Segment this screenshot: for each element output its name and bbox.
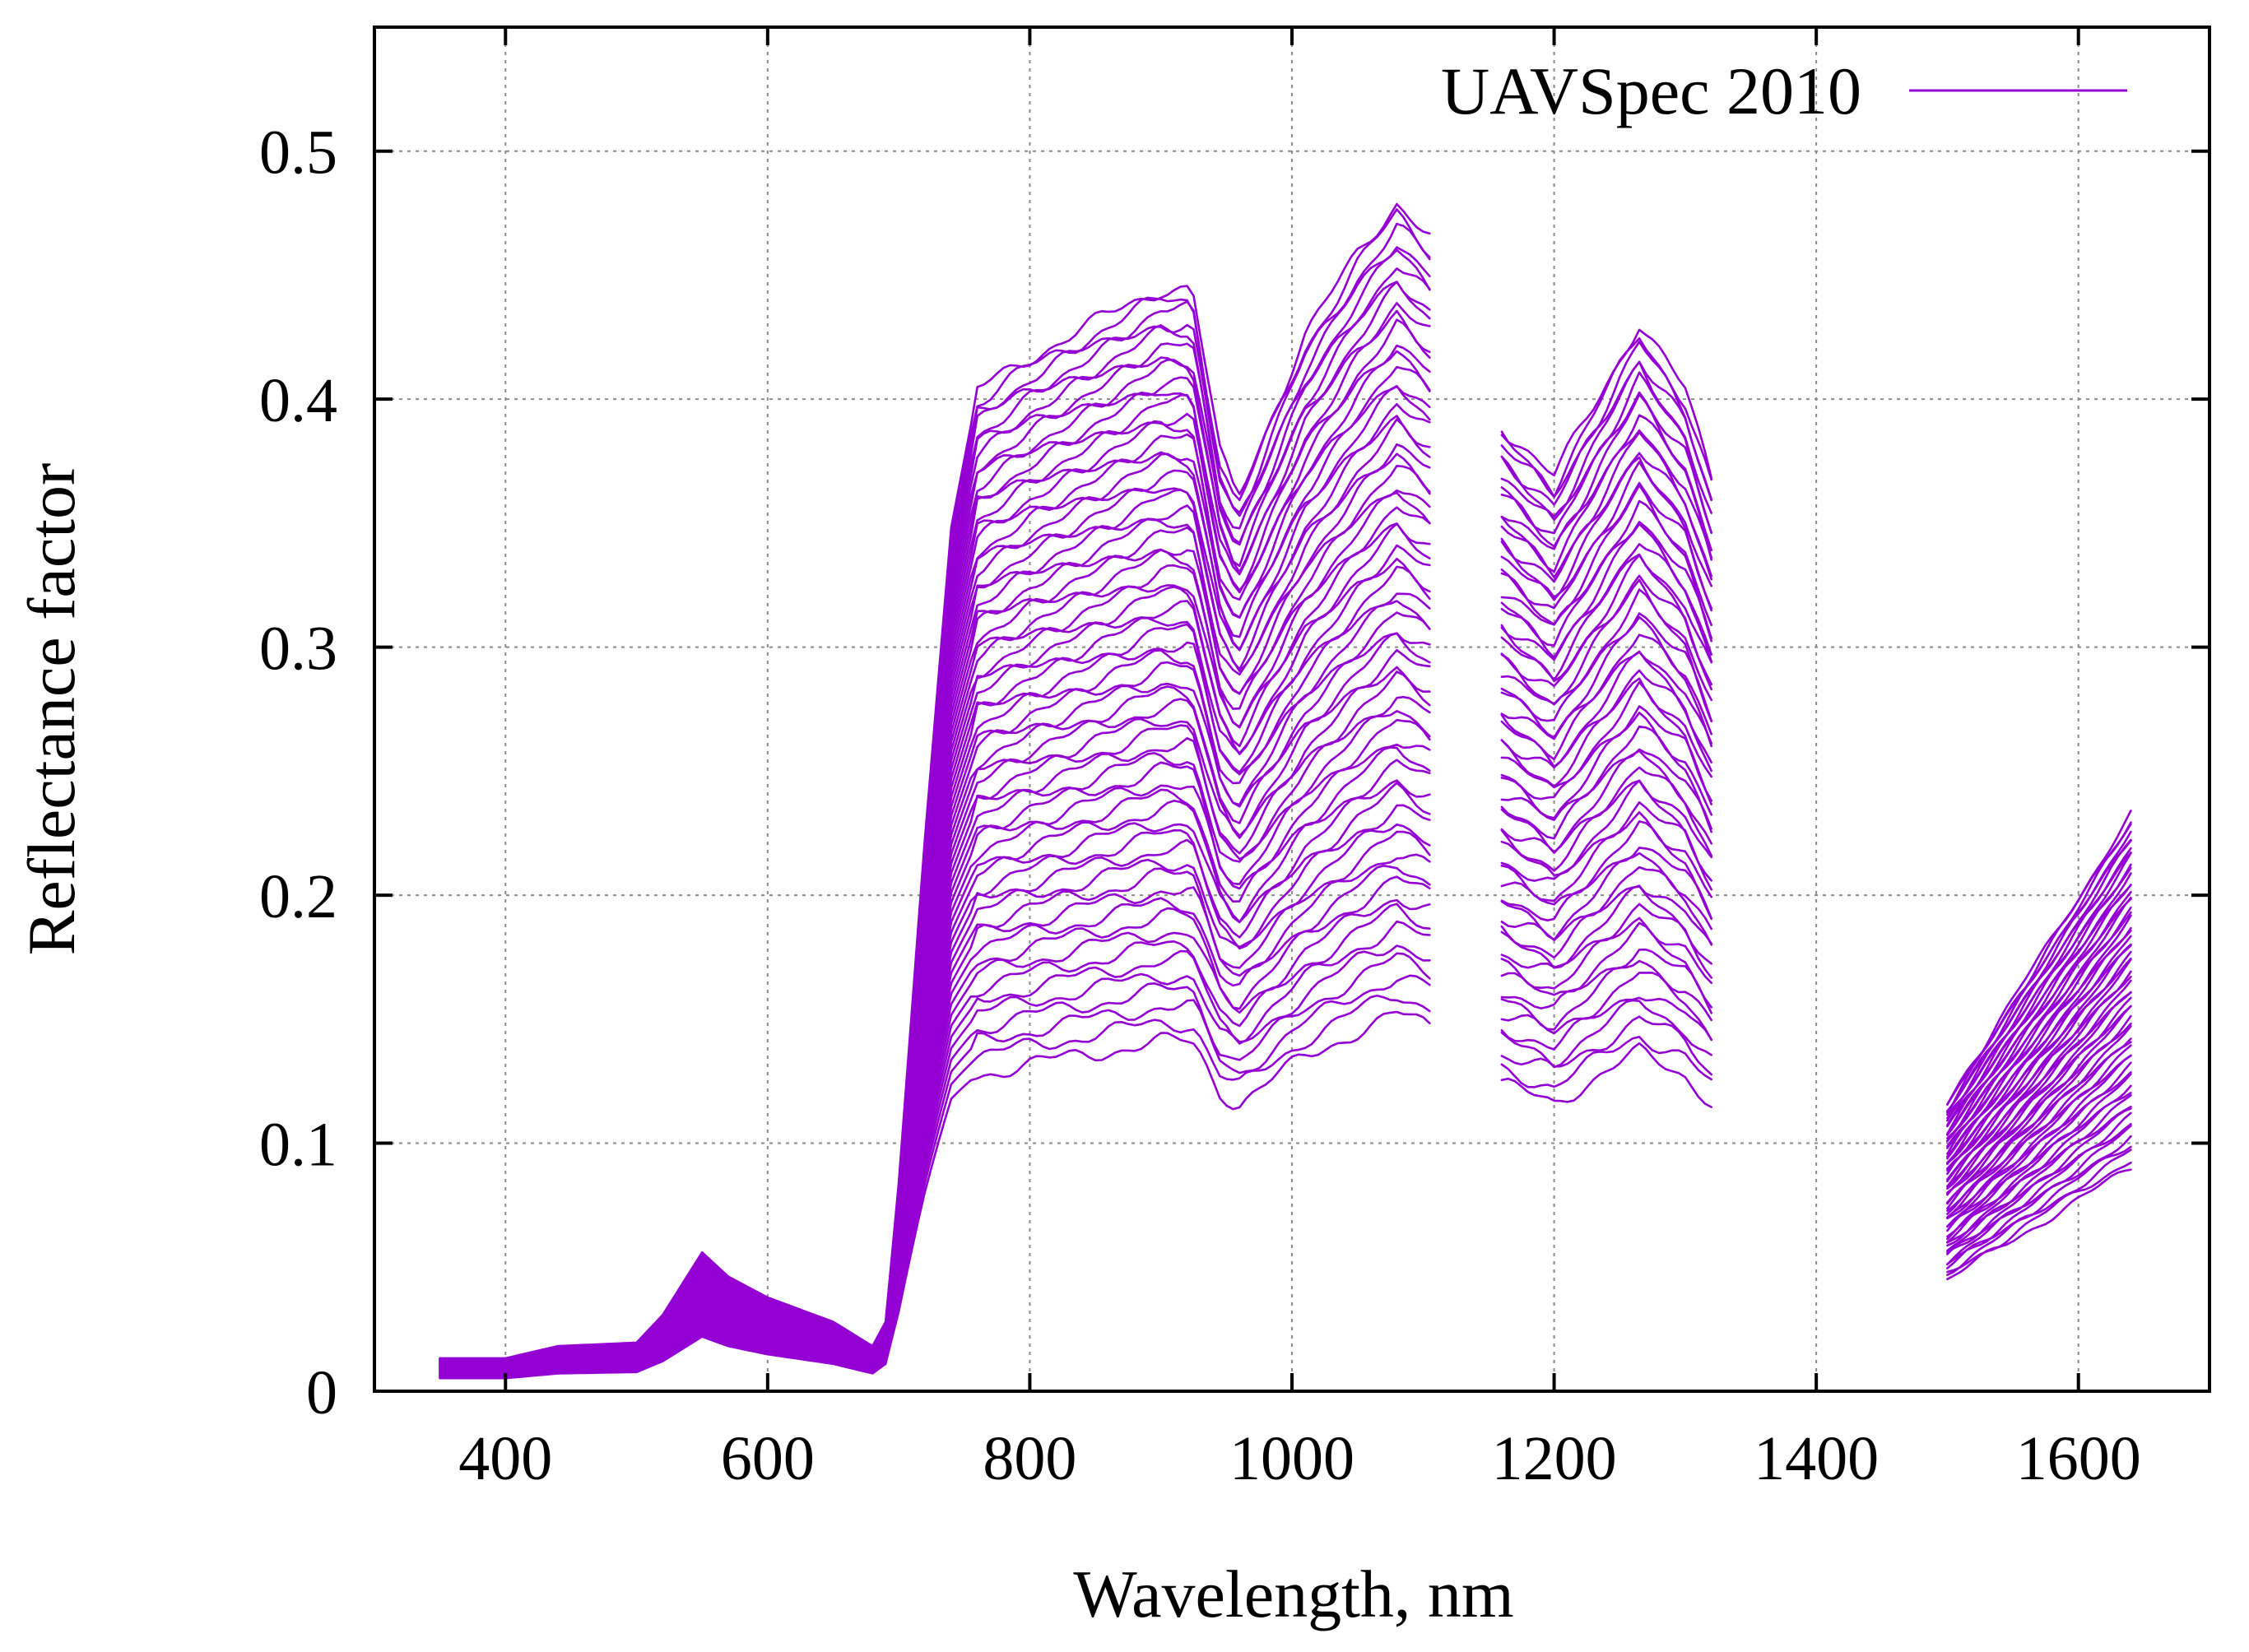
spectrum-line (1500, 1042, 1712, 1108)
y-tick-label: 0.1 (259, 1111, 337, 1180)
spectrum-line (1500, 959, 1712, 1031)
spectrum-line (1500, 1015, 1712, 1076)
spectrum-line (1500, 996, 1712, 1051)
spectrum-line (1500, 749, 1712, 854)
spectrum-line (1500, 484, 1712, 627)
spectrum-line (1946, 884, 2132, 1135)
spectrum-line (1946, 1149, 2132, 1276)
x-tick-label: 1000 (1229, 1424, 1355, 1493)
spectrum-line (1500, 481, 1712, 612)
spectrum-line (1946, 1084, 2132, 1238)
spectrum-line (1500, 615, 1712, 739)
spectrum-line (1500, 336, 1712, 499)
spectrum-line (1946, 1135, 2132, 1265)
x-tick-label: 600 (721, 1424, 815, 1493)
spectrum-line (1946, 1073, 2132, 1241)
spectrum-line (1500, 885, 1712, 959)
spectrum-line (1500, 588, 1712, 723)
spectrum-line (1500, 948, 1712, 1014)
spectrum-line (1946, 906, 2132, 1148)
spectrum-line (1500, 884, 1712, 969)
grid-lines (374, 27, 2210, 1391)
spectrum-line (1946, 1054, 2132, 1228)
x-tick-label: 800 (983, 1424, 1076, 1493)
spectrum-line (1500, 328, 1712, 480)
spectrum-line (1946, 991, 2132, 1195)
spectrum-line (1946, 1005, 2132, 1205)
spectrum-line (1500, 393, 1712, 552)
spectrum-line (1500, 999, 1712, 1069)
y-tick-label: 0 (306, 1358, 337, 1427)
spectrum-line (1946, 1014, 2132, 1204)
axis-ticks (374, 27, 2210, 1393)
spectrum-line (1946, 1125, 2132, 1266)
spectrum-line (1946, 1044, 2132, 1220)
spectrum-line (1500, 414, 1712, 561)
spectrum-line (1500, 650, 1712, 768)
spectrum-line (1500, 916, 1712, 990)
y-tick-label: 0.5 (259, 118, 337, 188)
spectrum-line (1500, 921, 1712, 1009)
spectrum-line (439, 202, 1431, 1360)
spectrum-line (1500, 360, 1712, 522)
spectrum-line (1500, 852, 1712, 941)
spectrum-line (1500, 651, 1712, 761)
x-tick-label: 1600 (2016, 1424, 2141, 1493)
legend-label: UAVSpec 2010 (1441, 53, 1861, 128)
spectrum-line (1946, 884, 2132, 1143)
spectrum-line (1946, 1161, 2132, 1274)
x-tick-labels: 400 600 800 1000 1200 1400 1600 (458, 1424, 2140, 1493)
y-tick-label: 0.4 (259, 366, 337, 435)
y-axis-title: Reflectance factor (14, 463, 89, 956)
spectrum-line (1500, 360, 1712, 506)
spectrum-line (1500, 612, 1712, 722)
spectrum-line (1946, 1105, 2132, 1244)
spectrum-line (1500, 705, 1712, 805)
spectrum-line (1946, 935, 2132, 1165)
y-tick-label: 0.3 (259, 615, 337, 684)
spectrum-line (1946, 810, 2132, 1106)
spectrum-line (1946, 1107, 2132, 1252)
spectrum-line (1500, 748, 1712, 840)
spectrum-line (1500, 1035, 1712, 1088)
y-tick-label: 0.2 (259, 862, 337, 931)
spectrum-line (1500, 431, 1712, 579)
spectrum-line (1500, 499, 1712, 643)
spectrum-line (1500, 461, 1712, 610)
spectrum-line (1946, 1168, 2132, 1281)
spectrum-line (1946, 1037, 2132, 1212)
spectrum-line (1946, 996, 2132, 1194)
spectrum-line (1500, 800, 1712, 891)
spectrum-line (1500, 847, 1712, 921)
x-tick-label: 1200 (1492, 1424, 1617, 1493)
spectrum-line (1500, 574, 1712, 691)
spectrum-line (1500, 779, 1712, 882)
spectra-series (439, 202, 2132, 1380)
spectrum-line (1500, 456, 1712, 601)
x-axis-title: Wavelength, nm (1073, 1557, 1513, 1631)
spectrum-line (1946, 943, 2132, 1172)
x-tick-label: 1400 (1754, 1424, 1879, 1493)
x-tick-label: 400 (458, 1424, 552, 1493)
spectrum-line (1500, 680, 1712, 802)
spectrum-line (1946, 970, 2132, 1181)
spectrum-line (1500, 711, 1712, 819)
legend: UAVSpec 2010 (1441, 53, 2127, 128)
y-tick-labels: 0 0.1 0.2 0.3 0.4 0.5 (259, 118, 337, 1427)
